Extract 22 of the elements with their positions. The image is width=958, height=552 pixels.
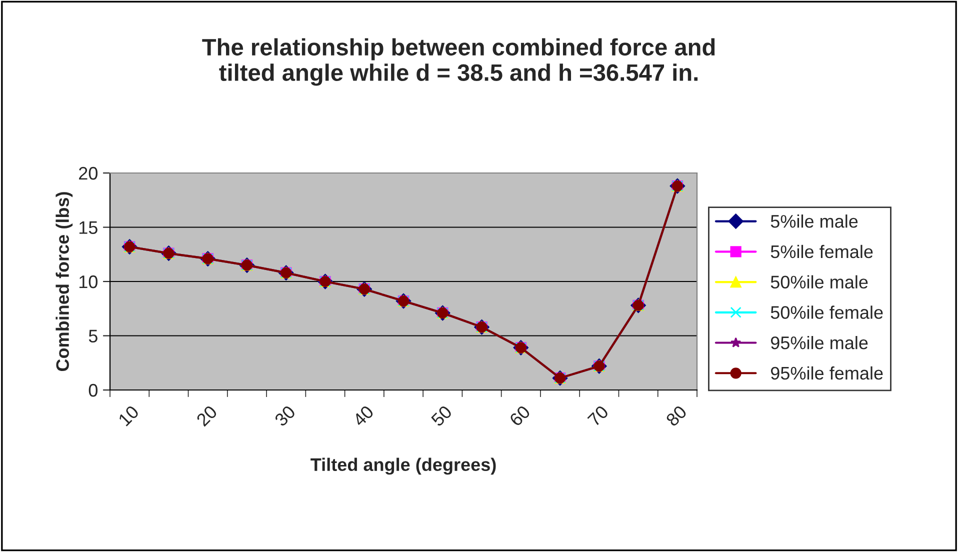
legend-label: 5%ile male	[770, 214, 858, 228]
y-tick-label: 10	[79, 275, 98, 288]
x-tick-label: 30	[274, 404, 296, 427]
x-tick-label: 60	[508, 404, 531, 427]
x-tick-label: 10	[118, 404, 140, 426]
chart-title: The relationship between combined force and tilted angle while d = 38.5 and h =36.547 in.	[202, 38, 715, 86]
x-axis-title: Tilted angle (degrees)	[310, 458, 496, 475]
legend-label: 50%ile female	[770, 306, 883, 319]
y-tick-label: 20	[79, 166, 98, 180]
x-tick-label: 50	[430, 404, 453, 427]
legend-label: 95%ile male	[770, 336, 868, 350]
x-tick-label: 70	[587, 404, 610, 427]
legend-label: 50%ile male	[770, 275, 868, 289]
legend-label: 95%ile female	[770, 366, 883, 380]
x-tick-label: 80	[665, 404, 688, 427]
x-tick-label: 20	[196, 404, 218, 427]
legend-label: 5%ile female	[770, 244, 873, 258]
y-tick-label: 5	[88, 330, 98, 342]
y-tick-label: 15	[79, 221, 98, 234]
y-tick-label: 0	[88, 384, 98, 397]
x-tick-label: 40	[352, 404, 374, 428]
y-axis-title: Combined force (lbs)	[56, 192, 73, 372]
